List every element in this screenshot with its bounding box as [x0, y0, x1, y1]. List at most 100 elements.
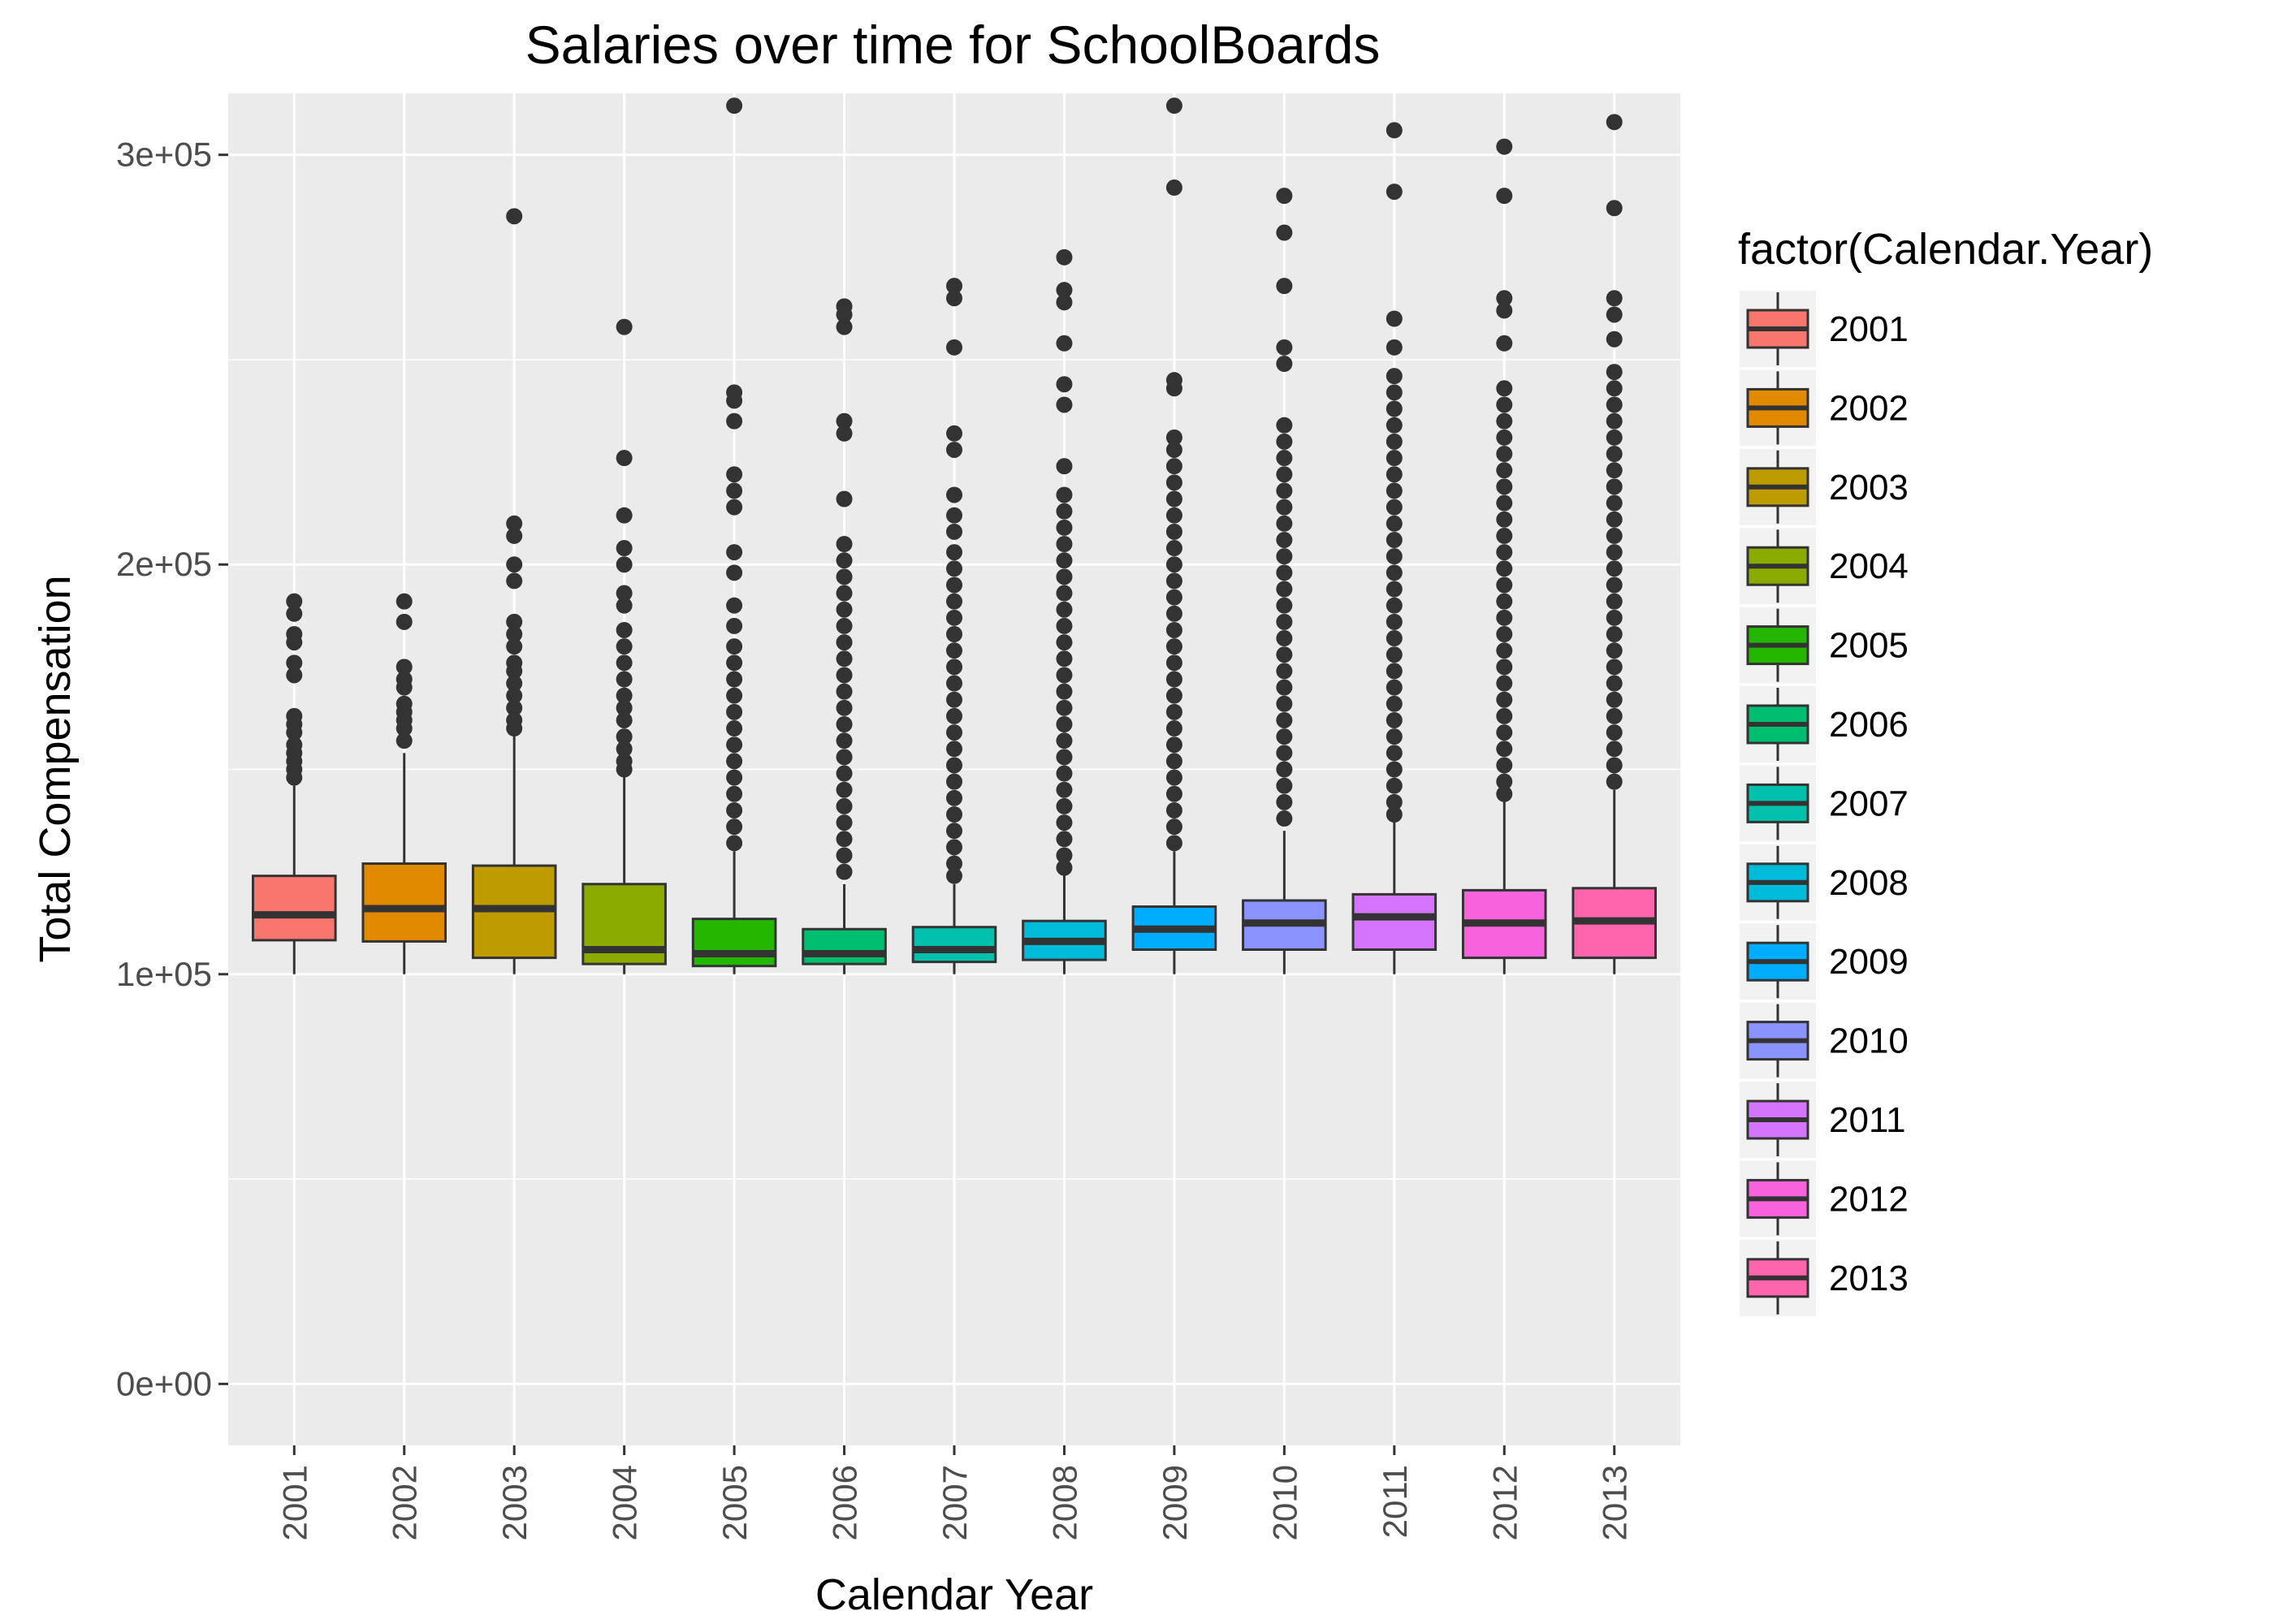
outlier-point	[1386, 695, 1403, 712]
outlier-point	[1386, 581, 1403, 598]
outlier-point	[1056, 797, 1073, 814]
outlier-point	[726, 736, 743, 754]
outlier-point	[946, 507, 962, 524]
outlier-point	[1386, 793, 1403, 810]
outlier-point	[726, 392, 743, 409]
box-body	[251, 875, 337, 942]
outlier-point	[616, 711, 633, 728]
outlier-point	[1056, 716, 1073, 732]
outlier-point	[1276, 188, 1293, 205]
outlier-point	[1056, 396, 1073, 413]
outlier-point	[726, 466, 743, 483]
outlier-point	[1496, 577, 1513, 594]
outlier-point	[1056, 458, 1073, 475]
outlier-point	[836, 650, 853, 667]
outlier-point	[1276, 356, 1293, 372]
outlier-point	[726, 818, 743, 836]
outlier-point	[836, 585, 853, 602]
outlier-point	[946, 339, 962, 356]
outlier-point	[1496, 741, 1513, 758]
outlier-point	[1386, 339, 1403, 356]
outlier-point	[836, 797, 853, 814]
box-body	[911, 926, 997, 964]
outlier-point	[1276, 630, 1293, 647]
legend-item-2007: 2007	[1740, 765, 1909, 842]
outlier-point	[836, 306, 853, 323]
outlier-point	[1056, 765, 1073, 782]
outlier-point	[946, 675, 962, 692]
outlier-point	[1276, 810, 1293, 827]
outlier-point	[1165, 720, 1182, 737]
y-axis: 0e+00 1e+05 2e+05 3e+05	[116, 136, 228, 1402]
y-tick-label: 2e+05	[116, 545, 212, 583]
outlier-point	[726, 654, 743, 672]
outlier-point	[726, 412, 743, 430]
outlier-point	[1056, 781, 1073, 798]
legend-label: 2012	[1829, 1179, 1909, 1219]
x-tick-label: 2003	[495, 1465, 534, 1540]
legend-item-2009: 2009	[1740, 923, 1909, 1000]
outlier-point	[1386, 646, 1403, 663]
outlier-point	[1165, 490, 1182, 508]
outlier-point	[1386, 384, 1403, 401]
outlier-point	[1276, 711, 1293, 728]
legend-label: 2003	[1829, 468, 1909, 508]
outlier-point	[616, 654, 633, 672]
legend-title: factor(Calendar.Year)	[1738, 225, 2153, 274]
outlier-point	[836, 683, 853, 700]
outlier-point	[1056, 617, 1073, 634]
outlier-point	[836, 699, 853, 716]
legend-label: 2002	[1829, 388, 1909, 428]
x-tick-label: 2002	[386, 1465, 424, 1540]
outlier-point	[726, 564, 743, 581]
outlier-point	[946, 855, 962, 872]
outlier-point	[1165, 572, 1182, 590]
box-2002	[361, 593, 447, 974]
outlier-point	[1386, 630, 1403, 647]
outlier-point	[1496, 609, 1513, 626]
outlier-point	[396, 679, 413, 696]
outlier-point	[1606, 659, 1623, 676]
outlier-point	[616, 638, 633, 655]
outlier-point	[1276, 679, 1293, 696]
outlier-point	[1276, 728, 1293, 745]
x-tick-label: 2007	[936, 1465, 974, 1540]
x-tick-label: 2013	[1596, 1465, 1634, 1540]
outlier-point	[1496, 138, 1513, 155]
outlier-point	[1386, 184, 1403, 201]
outlier-point	[1606, 114, 1623, 131]
outlier-point	[616, 699, 633, 716]
outlier-point	[1606, 577, 1623, 594]
outlier-point	[1386, 499, 1403, 516]
outlier-point	[946, 560, 962, 577]
legend-label: 2013	[1829, 1259, 1909, 1298]
outlier-point	[836, 667, 853, 684]
outlier-point	[286, 769, 303, 786]
outlier-point	[1056, 376, 1073, 393]
outlier-point	[1056, 486, 1073, 503]
outlier-point	[726, 720, 743, 737]
outlier-point	[1606, 462, 1623, 479]
outlier-point	[396, 732, 413, 749]
outlier-point	[946, 773, 962, 790]
outlier-point	[1386, 515, 1403, 532]
outlier-point	[506, 626, 523, 642]
outlier-point	[506, 208, 523, 225]
y-tick-label: 0e+00	[116, 1364, 212, 1402]
outlier-point	[1606, 626, 1623, 642]
outlier-point	[946, 626, 962, 642]
outlier-point	[1496, 527, 1513, 544]
outlier-point	[726, 835, 743, 852]
box-2004	[581, 318, 667, 974]
outlier-point	[1276, 224, 1293, 241]
x-tick-label: 2008	[1045, 1465, 1083, 1540]
outlier-point	[726, 638, 743, 655]
outlier-point	[1386, 310, 1403, 327]
outlier-point	[726, 597, 743, 614]
outlier-point	[726, 617, 743, 634]
outlier-point	[1386, 711, 1403, 728]
outlier-point	[836, 863, 853, 880]
legend-item-2012: 2012	[1740, 1160, 1909, 1237]
outlier-point	[616, 540, 633, 557]
outlier-point	[1276, 548, 1293, 565]
